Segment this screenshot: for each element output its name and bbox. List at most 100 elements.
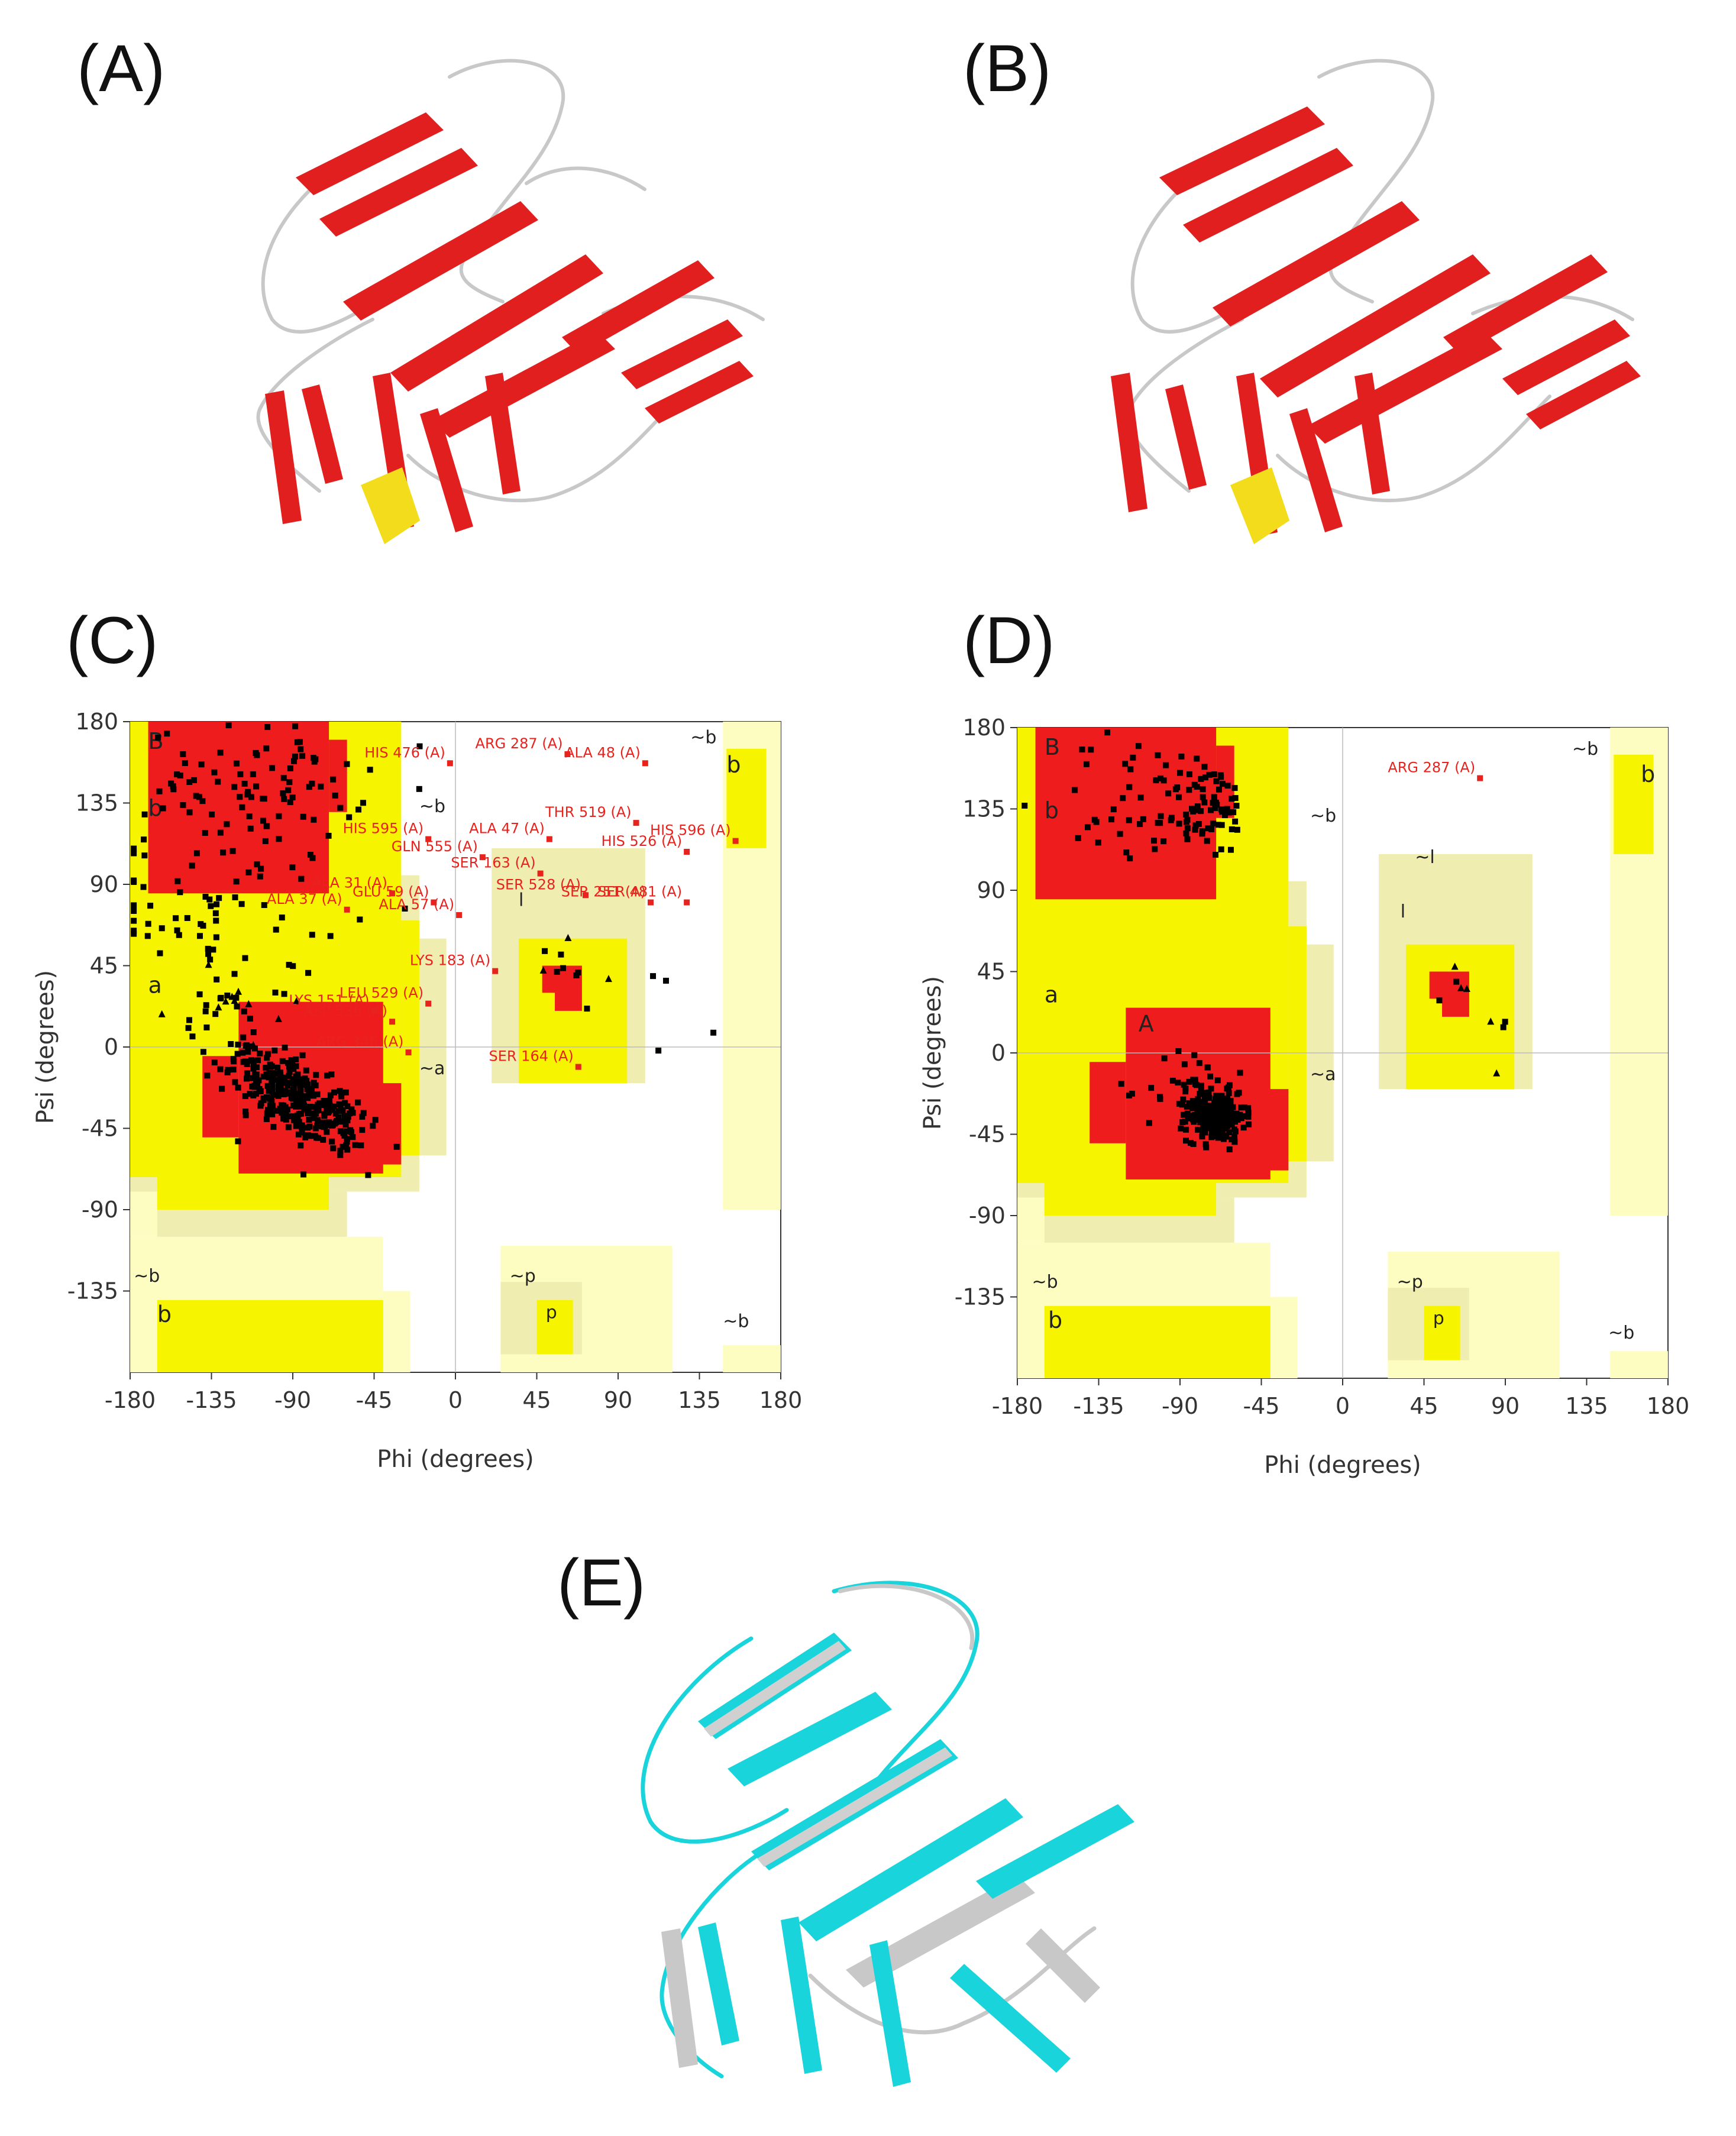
residue-point [1214,802,1220,808]
residue-point [287,799,293,806]
residue-point [1210,1131,1216,1138]
residue-point [228,1041,234,1048]
residue-point [235,987,243,995]
residue-point [244,791,251,798]
y-tick-label: 135 [75,790,118,816]
outlier-label: ALA 47 (A) [469,820,545,837]
residue-point [370,1123,376,1129]
residue-point [1229,796,1235,802]
residue-point [1190,1116,1197,1123]
residue-point [245,1000,253,1007]
residue-point [542,948,548,954]
residue-point [344,761,350,767]
residue-point [180,802,186,809]
residue-point [176,932,182,938]
residue-point [341,1115,348,1122]
region-label: B [148,728,164,754]
residue-point [1220,781,1226,787]
residue-point [1191,1112,1198,1119]
residue-point [299,1082,305,1088]
residue-point [186,809,193,816]
residue-point [299,1076,305,1082]
residue-point [332,1110,339,1117]
residue-point [292,753,298,760]
outlier-label: ALA 37 (A) [267,891,342,907]
residue-point [1199,1133,1205,1140]
residue-point [263,745,270,752]
y-tick-label: -45 [82,1116,118,1142]
residue-point [1175,1080,1181,1086]
residue-point [1118,1081,1124,1087]
residue-point [416,786,422,792]
residue-point [1226,1082,1233,1088]
residue-point [131,907,137,914]
residue-point [264,1110,270,1117]
residue-point [244,1070,250,1077]
residue-point [1123,849,1130,856]
residue-point [287,765,293,771]
residue-point [1218,822,1225,828]
residue-point [1229,826,1235,832]
x-tick-label: 180 [1647,1393,1690,1419]
outlier-point [633,820,639,826]
outlier-label: HIS 595 (A) [343,820,424,837]
residue-point [347,1110,353,1117]
residue-point [280,775,287,781]
residue-point [262,838,269,844]
residue-point [1226,1129,1233,1136]
residue-point [305,1081,311,1088]
residue-point [1095,839,1101,846]
residue-point [131,850,137,857]
residue-point [1172,786,1179,793]
residue-point [1210,1126,1216,1133]
residue-point [256,1077,262,1084]
residue-point [141,852,148,859]
y-tick-label: 45 [977,959,1006,985]
residue-point [313,1072,319,1078]
residue-point [358,1142,364,1149]
residue-point [217,749,224,756]
y-axis-label: Psi (degrees) [919,976,946,1130]
residue-point [264,1055,270,1061]
residue-point [277,1072,284,1079]
residue-point [313,1135,320,1141]
x-tick-label: 90 [604,1387,632,1413]
residue-point [1212,805,1218,812]
residue-point [280,790,286,797]
residue-point [177,889,183,896]
residue-point [360,1110,367,1116]
residue-point [1198,1082,1204,1089]
residue-point [272,989,279,996]
residue-point [1126,784,1133,790]
residue-point [342,1089,349,1096]
residue-point [241,1008,247,1014]
residue-point [1165,790,1172,797]
region-label: b [1045,797,1059,823]
residue-point [261,902,267,909]
residue-point [1234,826,1240,833]
residue-point [1152,846,1158,852]
residue-point [340,1107,346,1114]
residue-point [1208,1085,1214,1092]
residue-point [1463,984,1470,992]
outlier-point [583,892,589,899]
residue-point [564,933,572,941]
region-label: p [1433,1308,1444,1329]
residue-point [1194,755,1200,762]
residue-point [289,864,296,871]
residue-point [1215,786,1222,793]
residue-point [1163,762,1169,768]
outlier-label: GLU 59 (A) [353,884,429,900]
residue-point [365,1172,371,1178]
residue-point [219,1085,225,1092]
residue-point [247,1015,253,1022]
residue-point [254,752,260,758]
outlier-label: HIS 526 (A) [602,833,683,849]
residue-point [1153,777,1159,784]
residue-point [131,928,137,934]
residue-point [305,1110,311,1117]
residue-point [1240,1124,1247,1131]
residue-point [350,1110,356,1116]
region-label: l [1401,901,1405,922]
residue-point [290,1087,296,1094]
